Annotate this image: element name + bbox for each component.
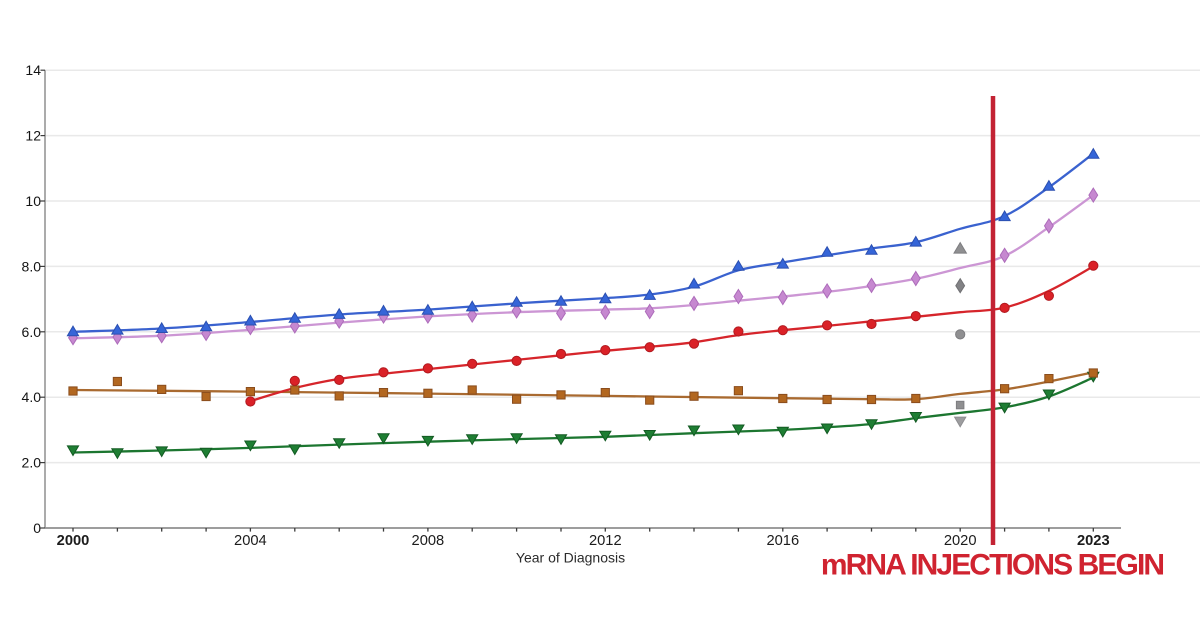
svg-text:2016: 2016 [766, 533, 799, 549]
svg-text:12: 12 [25, 128, 41, 144]
svg-text:2020: 2020 [944, 533, 977, 549]
svg-text:4.0: 4.0 [22, 389, 42, 405]
svg-text:14: 14 [25, 62, 41, 78]
svg-text:6.0: 6.0 [22, 324, 42, 340]
svg-text:2008: 2008 [412, 533, 445, 549]
svg-text:2004: 2004 [234, 533, 267, 549]
svg-text:10: 10 [25, 193, 41, 209]
svg-text:2012: 2012 [589, 533, 622, 549]
svg-text:8.0: 8.0 [22, 258, 42, 274]
svg-text:2000: 2000 [57, 533, 90, 549]
svg-text:mRNA INJECTIONS BEGIN: mRNA INJECTIONS BEGIN [821, 549, 1164, 582]
svg-text:Year of Diagnosis: Year of Diagnosis [516, 550, 625, 566]
svg-text:2.0: 2.0 [22, 455, 42, 471]
svg-text:2023: 2023 [1077, 533, 1110, 549]
svg-text:0: 0 [33, 520, 41, 536]
